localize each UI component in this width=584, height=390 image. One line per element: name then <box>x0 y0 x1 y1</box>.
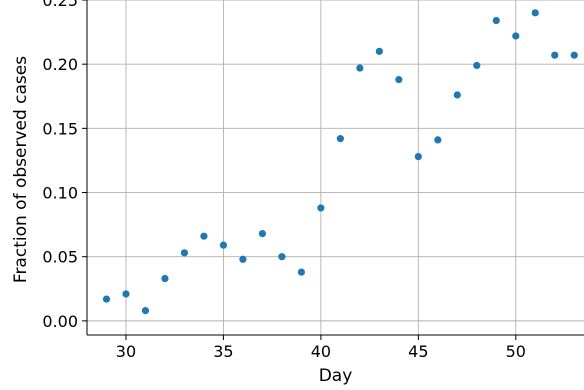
data-point <box>161 275 168 282</box>
y-tick-label: 0.20 <box>42 55 78 74</box>
data-point <box>298 269 305 276</box>
data-point <box>142 307 149 314</box>
axes <box>87 0 584 335</box>
y-tick-label: 0.05 <box>42 248 78 267</box>
x-tick-label: 40 <box>311 342 331 361</box>
data-point <box>317 204 324 211</box>
data-point <box>356 64 363 71</box>
y-tick-label: 0.25 <box>42 0 78 10</box>
data-point <box>337 135 344 142</box>
data-point <box>571 52 578 59</box>
data-point <box>415 153 422 160</box>
data-point <box>239 256 246 263</box>
y-tick-label: 0.10 <box>42 184 78 203</box>
data-point <box>532 9 539 16</box>
x-tick-label: 45 <box>408 342 428 361</box>
x-axis-label: Day <box>319 366 353 386</box>
data-point <box>122 290 129 297</box>
data-point <box>278 253 285 260</box>
data-point <box>434 136 441 143</box>
y-tick-label: 0.15 <box>42 119 78 138</box>
ticks: 30 35 40 45 50 0.00 0.05 0.10 0.15 0.20 0.25 <box>42 0 526 361</box>
data-point <box>551 52 558 59</box>
data-point <box>376 48 383 55</box>
data-points <box>103 9 578 314</box>
x-tick-label: 30 <box>116 342 136 361</box>
grid <box>87 0 584 335</box>
data-point <box>395 76 402 83</box>
data-point <box>512 32 519 39</box>
y-tick-label: 0.00 <box>42 312 78 331</box>
data-point <box>493 17 500 24</box>
x-tick-label: 50 <box>506 342 526 361</box>
data-point <box>259 230 266 237</box>
data-point <box>103 295 110 302</box>
data-point <box>473 62 480 69</box>
data-point <box>220 242 227 249</box>
data-point <box>181 249 188 256</box>
y-axis-label: Fraction of observed cases <box>11 56 31 283</box>
x-tick-label: 35 <box>213 342 233 361</box>
data-point <box>200 233 207 240</box>
data-point <box>454 91 461 98</box>
